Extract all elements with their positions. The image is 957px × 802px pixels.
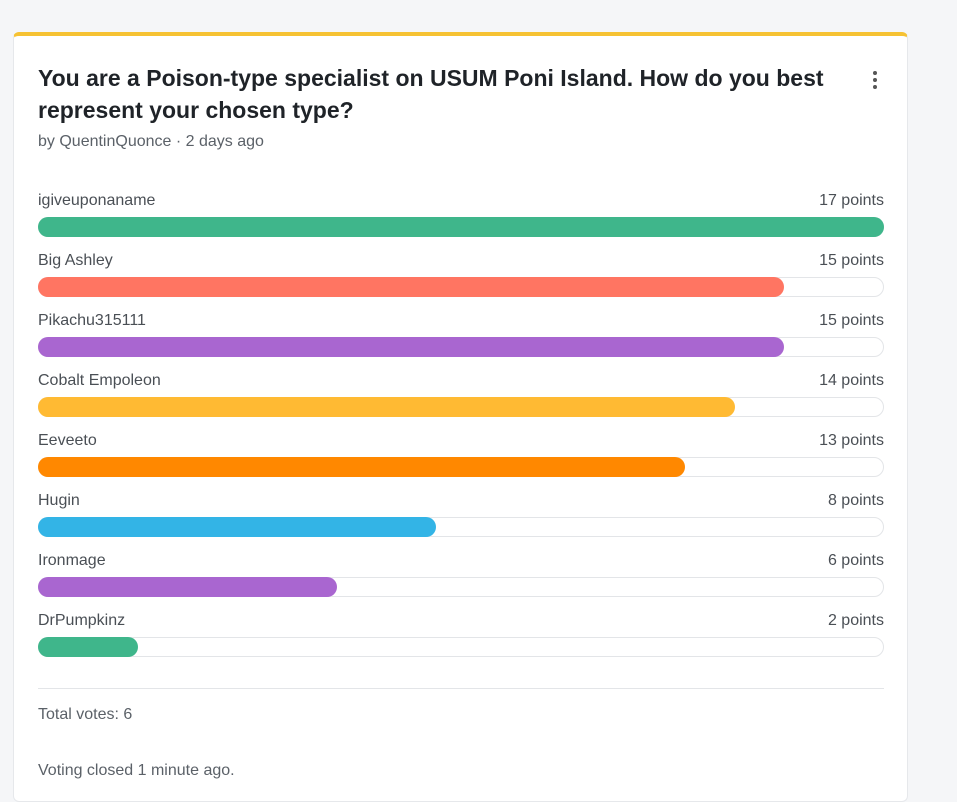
option-bar-track <box>38 277 884 297</box>
option-label: igiveuponaname <box>38 192 156 209</box>
poll-option: Eeveeto 13 points <box>38 429 884 489</box>
option-points: 6 points <box>827 552 884 569</box>
option-points: 15 points <box>819 312 884 329</box>
option-bar-fill <box>38 277 784 297</box>
total-votes: Total votes: 6 <box>38 706 133 723</box>
option-bar-fill <box>38 577 337 597</box>
poll-option: igiveuponaname 17 points <box>38 189 884 249</box>
option-points: 14 points <box>819 372 884 389</box>
option-label: Big Ashley <box>38 252 113 269</box>
poll-title: You are a Poison-type specialist on USUM… <box>38 65 824 123</box>
poll-option: Cobalt Empoleon 14 points <box>38 369 884 429</box>
poll-option: Ironmage 6 points <box>38 549 884 609</box>
option-bar-track <box>38 577 884 597</box>
option-bar-track <box>38 397 884 417</box>
option-bar-fill <box>38 217 884 237</box>
poll-option: Pikachu315111 15 points <box>38 309 884 369</box>
voting-status: Voting closed 1 minute ago. <box>38 762 235 779</box>
poll-option: DrPumpkinz 2 points <box>38 609 884 669</box>
option-points: 15 points <box>819 252 884 269</box>
option-label: Eeveeto <box>38 432 97 449</box>
option-bar-track <box>38 337 884 357</box>
option-bar-fill <box>38 337 784 357</box>
option-points: 8 points <box>827 492 884 509</box>
option-label: Cobalt Empoleon <box>38 372 161 389</box>
option-bar-fill <box>38 637 138 657</box>
option-bar-fill <box>38 457 685 477</box>
option-label: Ironmage <box>38 552 106 569</box>
option-bar-fill <box>38 517 436 537</box>
option-bar-track <box>38 457 884 477</box>
poll-meta: by QuentinQuonce · 2 days ago <box>38 133 264 150</box>
option-points: 2 points <box>827 612 884 629</box>
poll-option: Hugin 8 points <box>38 489 884 549</box>
poll-option: Big Ashley 15 points <box>38 249 884 309</box>
option-label: Hugin <box>38 492 80 509</box>
option-bar-track <box>38 217 884 237</box>
poll-options: igiveuponaname 17 points Big Ashley 15 p… <box>38 189 884 669</box>
option-bar-track <box>38 517 884 537</box>
option-label: Pikachu315111 <box>38 312 146 329</box>
more-options-icon[interactable] <box>865 70 885 90</box>
option-bar-fill <box>38 397 735 417</box>
option-points: 17 points <box>819 192 884 209</box>
poll-card: You are a Poison-type specialist on USUM… <box>13 32 908 802</box>
option-bar-track <box>38 637 884 657</box>
divider <box>38 688 884 689</box>
option-points: 13 points <box>819 432 884 449</box>
option-label: DrPumpkinz <box>38 612 126 629</box>
